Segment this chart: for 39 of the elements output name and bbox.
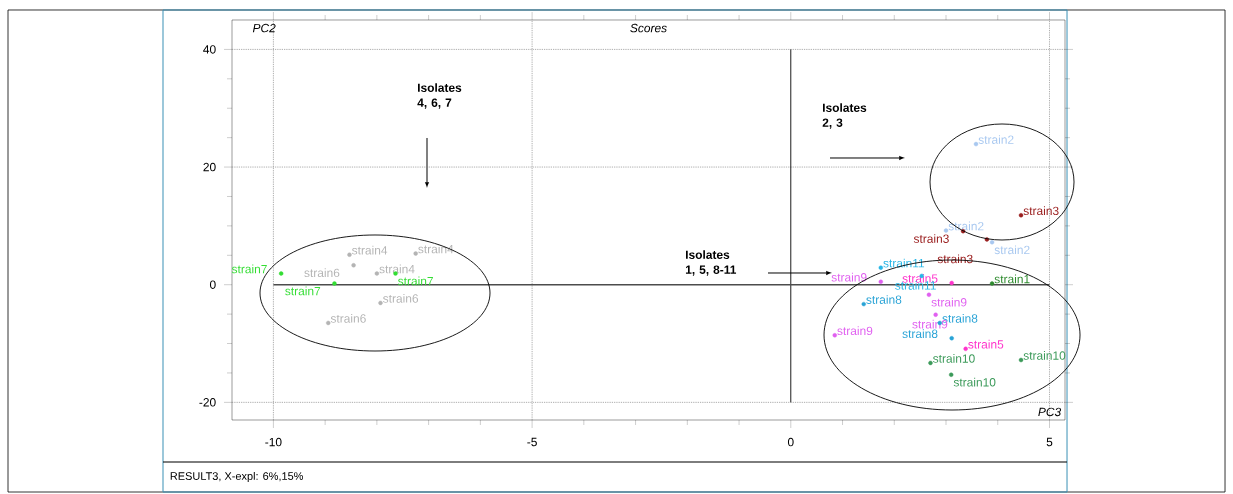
series-label: strain6 <box>383 293 419 303</box>
text: RESULT3, X-expl: 6%,15% <box>170 471 304 483</box>
text: strain4 <box>418 244 454 254</box>
text: strain7 <box>231 264 267 274</box>
text: strain9 <box>831 272 867 282</box>
text: strain6 <box>330 313 366 323</box>
text: strain2 <box>994 245 1030 255</box>
text: strain5 <box>902 273 938 283</box>
x-tick-label: -10 <box>265 437 282 447</box>
annotation: Isolates 2, 3 <box>822 103 867 129</box>
text: strain10 <box>953 377 996 387</box>
text: strain9 <box>931 297 967 307</box>
x-tick-label: 0 <box>787 437 794 447</box>
text: strain3 <box>913 234 949 243</box>
y-axis-title: PC2 <box>252 23 276 33</box>
y-tick-label: 0 <box>209 280 216 289</box>
chart-title: Scores <box>630 23 667 33</box>
series-label: strain10 <box>1023 351 1066 360</box>
series-label: strain5 <box>968 339 1004 349</box>
x-axis-title: PC3 <box>1038 407 1062 417</box>
annotation: Isolates 1, 5, 8-11 <box>685 250 737 276</box>
series-label: strain1 <box>994 274 1030 284</box>
y-tick-label: -20 <box>199 398 216 407</box>
y-tick-label: 20 <box>203 162 216 172</box>
text: strain8 <box>902 329 938 339</box>
series-label: strain4 <box>351 245 388 255</box>
series-label: strain7 <box>398 276 433 286</box>
text: strain10 <box>933 353 975 363</box>
series-label: strain9 <box>837 326 873 336</box>
y-tick-label: 40 <box>203 45 216 54</box>
series-label: strain2 <box>978 135 1014 144</box>
text: strain4 <box>379 264 415 274</box>
text: strain7 <box>285 286 321 296</box>
annotation: Isolates 4, 6, 7 <box>417 83 462 109</box>
series-label: strain8 <box>866 295 902 304</box>
x-tick-label: -5 <box>527 437 537 447</box>
series-label: strain3 <box>1023 206 1059 216</box>
x-tick-label: 5 <box>1046 437 1053 447</box>
text: strain6 <box>304 268 340 278</box>
